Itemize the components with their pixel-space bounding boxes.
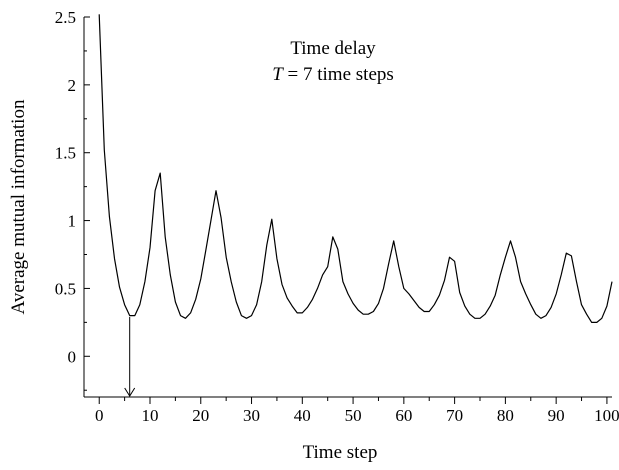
annotation-title: Time delay [290, 38, 376, 59]
series-line [98, 14, 613, 323]
x-tick-label: 20 [192, 406, 209, 425]
arrow-head [124, 387, 136, 397]
y-tick-label: 0.5 [55, 279, 76, 298]
x-tick-label: 60 [395, 406, 412, 425]
x-tick-label: 80 [497, 406, 514, 425]
annotation-value: T = 7 time steps [272, 64, 394, 85]
y-tick-label: 2.5 [55, 8, 76, 27]
x-tick-label: 10 [142, 406, 159, 425]
y-tick-label: 0 [68, 347, 77, 366]
x-axis-label: Time step [303, 442, 378, 463]
x-tick-label: 70 [446, 406, 463, 425]
y-axis-label: Average mutual information [8, 99, 29, 314]
x-tick-label: 0 [95, 406, 104, 425]
y-tick-label: 1.5 [55, 144, 76, 163]
y-tick-label: 1 [68, 212, 77, 231]
annotation-symbol: T [272, 64, 284, 85]
axes [83, 17, 612, 398]
x-tick-label: 90 [548, 406, 565, 425]
x-tick-label: 50 [345, 406, 362, 425]
series-group [98, 14, 613, 323]
y-tick-label: 2 [68, 76, 77, 95]
time-delay-arrow [124, 316, 136, 397]
x-tick-label: 100 [594, 406, 619, 425]
x-tick-label: 40 [294, 406, 311, 425]
y-axis-ticks: 0 0.5 1 1.5 2 2.5 [55, 8, 90, 391]
x-tick-label: 30 [243, 406, 260, 425]
annotation-value-text: = 7 time steps [283, 64, 394, 85]
x-axis-ticks: 0 10 20 30 40 50 60 70 80 90 100 [95, 397, 619, 425]
